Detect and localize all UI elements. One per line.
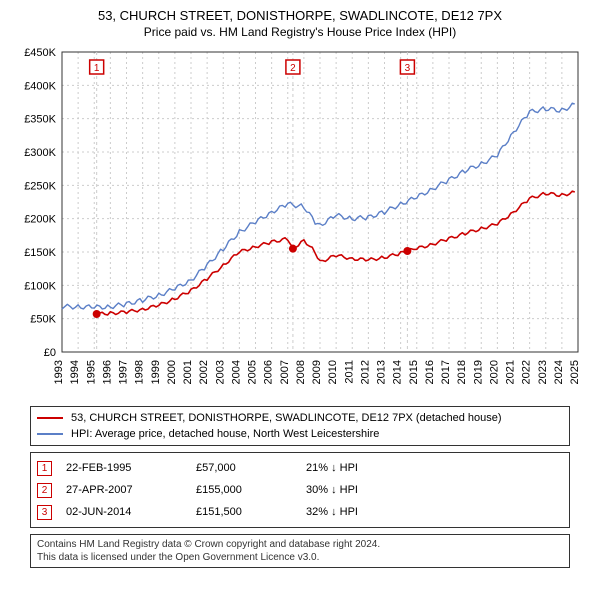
- svg-text:£150K: £150K: [24, 247, 56, 259]
- chart-container: 53, CHURCH STREET, DONISTHORPE, SWADLINC…: [0, 0, 600, 590]
- svg-text:2011: 2011: [343, 360, 355, 384]
- svg-text:1999: 1999: [150, 360, 162, 384]
- svg-text:£0: £0: [44, 347, 56, 359]
- chart-svg: £0 £50K £100K £150K £200K £250K £300K £350K £400…: [14, 46, 586, 400]
- svg-text:£400K: £400K: [24, 81, 56, 93]
- svg-text:2005: 2005: [247, 360, 259, 384]
- chart-subtitle: Price paid vs. HM Land Registry's House …: [14, 25, 586, 41]
- svg-text:2001: 2001: [182, 360, 194, 384]
- legend-item-property: 53, CHURCH STREET, DONISTHORPE, SWADLINC…: [37, 410, 563, 426]
- sale-row-1: 1 22-FEB-1995 £57,000 21% ↓ HPI: [37, 457, 563, 479]
- sales-table: 1 22-FEB-1995 £57,000 21% ↓ HPI 2 27-APR…: [30, 452, 570, 528]
- svg-text:£50K: £50K: [30, 314, 56, 326]
- svg-text:2021: 2021: [505, 360, 517, 384]
- svg-text:2: 2: [290, 63, 296, 74]
- svg-text:£350K: £350K: [24, 114, 56, 126]
- legend-label-hpi: HPI: Average price, detached house, Nort…: [71, 428, 379, 440]
- svg-text:2017: 2017: [440, 360, 452, 384]
- sale-date-3: 02-JUN-2014: [66, 506, 196, 518]
- svg-text:2010: 2010: [327, 360, 339, 384]
- footer-line-1: Contains HM Land Registry data © Crown c…: [37, 538, 563, 551]
- svg-text:£450K: £450K: [24, 47, 56, 59]
- sale-price-3: £151,500: [196, 506, 306, 518]
- legend-label-property: 53, CHURCH STREET, DONISTHORPE, SWADLINC…: [71, 412, 502, 424]
- chart-plot-area: £0 £50K £100K £150K £200K £250K £300K £350K £400…: [14, 46, 586, 400]
- svg-text:1994: 1994: [69, 360, 81, 384]
- svg-text:2008: 2008: [295, 360, 307, 384]
- svg-text:2004: 2004: [230, 360, 242, 384]
- footer-line-2: This data is licensed under the Open Gov…: [37, 551, 563, 564]
- svg-text:2006: 2006: [263, 360, 275, 384]
- svg-text:1996: 1996: [101, 360, 113, 384]
- sale-marker-2: 2: [37, 483, 52, 498]
- svg-text:1: 1: [94, 63, 100, 74]
- sale-delta-2: 30% ↓ HPI: [306, 484, 563, 496]
- sale-row-2: 2 27-APR-2007 £155,000 30% ↓ HPI: [37, 479, 563, 501]
- legend-box: 53, CHURCH STREET, DONISTHORPE, SWADLINC…: [30, 406, 570, 446]
- svg-text:2009: 2009: [311, 360, 323, 384]
- svg-text:£250K: £250K: [24, 181, 56, 193]
- svg-text:2025: 2025: [569, 360, 581, 384]
- svg-text:1993: 1993: [53, 360, 65, 384]
- sale-delta-1: 21% ↓ HPI: [306, 462, 563, 474]
- svg-text:2020: 2020: [488, 360, 500, 384]
- svg-text:2014: 2014: [392, 360, 404, 384]
- sale-marker-1: 1: [37, 461, 52, 476]
- svg-text:2013: 2013: [376, 360, 388, 384]
- sale-marker-3: 3: [37, 505, 52, 520]
- sale-delta-3: 32% ↓ HPI: [306, 506, 563, 518]
- svg-text:2016: 2016: [424, 360, 436, 384]
- svg-text:3: 3: [405, 63, 411, 74]
- svg-text:2002: 2002: [198, 360, 210, 384]
- svg-text:2022: 2022: [521, 360, 533, 384]
- chart-title: 53, CHURCH STREET, DONISTHORPE, SWADLINC…: [14, 8, 586, 25]
- svg-text:2023: 2023: [537, 360, 549, 384]
- svg-text:2000: 2000: [166, 360, 178, 384]
- title-block: 53, CHURCH STREET, DONISTHORPE, SWADLINC…: [14, 8, 586, 40]
- legend-swatch-hpi: [37, 433, 63, 435]
- legend-swatch-property: [37, 417, 63, 419]
- svg-text:2007: 2007: [279, 360, 291, 384]
- svg-text:1995: 1995: [85, 360, 97, 384]
- sale-row-3: 3 02-JUN-2014 £151,500 32% ↓ HPI: [37, 501, 563, 523]
- svg-text:2003: 2003: [214, 360, 226, 384]
- legend-item-hpi: HPI: Average price, detached house, Nort…: [37, 426, 563, 442]
- svg-text:1997: 1997: [118, 360, 130, 384]
- svg-text:£200K: £200K: [24, 214, 56, 226]
- svg-text:2024: 2024: [553, 360, 565, 384]
- svg-text:2015: 2015: [408, 360, 420, 384]
- sale-price-1: £57,000: [196, 462, 306, 474]
- sale-price-2: £155,000: [196, 484, 306, 496]
- svg-text:£100K: £100K: [24, 281, 56, 293]
- svg-text:2019: 2019: [472, 360, 484, 384]
- svg-text:2012: 2012: [359, 360, 371, 384]
- svg-text:2018: 2018: [456, 360, 468, 384]
- sale-date-2: 27-APR-2007: [66, 484, 196, 496]
- svg-text:£300K: £300K: [24, 147, 56, 159]
- footer-box: Contains HM Land Registry data © Crown c…: [30, 534, 570, 568]
- sale-date-1: 22-FEB-1995: [66, 462, 196, 474]
- svg-text:1998: 1998: [134, 360, 146, 384]
